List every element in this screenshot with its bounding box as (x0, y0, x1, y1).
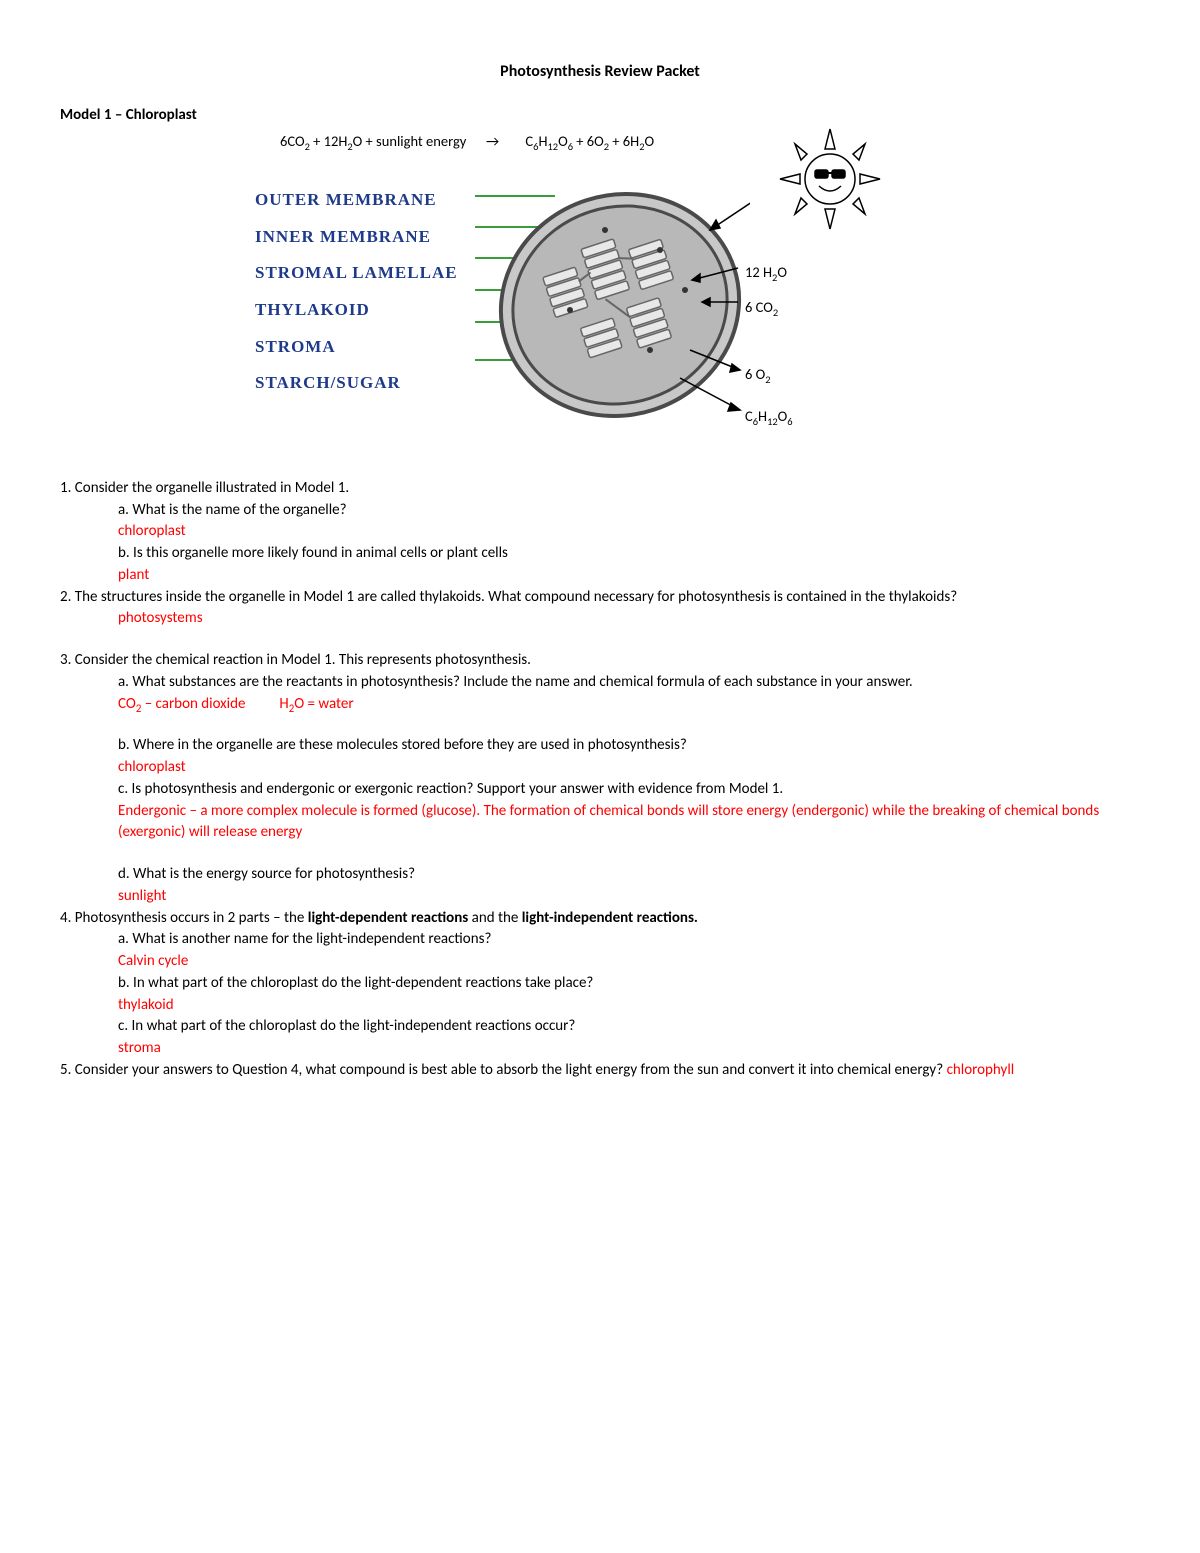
q3c-answer: Endergonic – a more complex molecule is … (118, 801, 1140, 845)
q4b: b. In what part of the chloroplast do th… (118, 973, 1140, 995)
label-thylakoid: THYLAKOID (255, 298, 458, 323)
q5-stem: 5. Consider your answers to Question 4, … (60, 1060, 1140, 1082)
photosynthesis-equation: 6CO2 + 12H2O + sunlight energy → C6H12O6… (280, 131, 1140, 152)
label-stromal-lamellae: STROMAL LAMELLAE (255, 261, 458, 286)
page-title: Photosynthesis Review Packet (60, 60, 1140, 83)
label-stroma: STROMA (255, 335, 458, 360)
q1b: b. Is this organelle more likely found i… (118, 543, 1140, 565)
worksheet-page: Photosynthesis Review Packet Model 1 – C… (0, 0, 1200, 1553)
q3-stem: 3. Consider the chemical reaction in Mod… (60, 650, 1140, 672)
q3d-answer: sunlight (118, 886, 1140, 908)
q2-answer: photosystems (118, 608, 1140, 630)
label-inner-membrane: INNER MEMBRANE (255, 225, 458, 250)
io-co2: 6 CO2 (745, 297, 778, 318)
model-heading: Model 1 – Chloroplast (60, 105, 1140, 127)
sun-icon (775, 124, 885, 234)
question-1: 1. Consider the organelle illustrated in… (60, 478, 1140, 587)
q4-stem: 4. Photosynthesis occurs in 2 parts – th… (60, 908, 1140, 930)
q4c-answer: stroma (118, 1038, 1140, 1060)
q4a-answer: Calvin cycle (118, 951, 1140, 973)
question-5: 5. Consider your answers to Question 4, … (60, 1060, 1140, 1082)
question-2: 2. The structures inside the organelle i… (60, 587, 1140, 631)
q1a: a. What is the name of the organelle? (118, 500, 1140, 522)
q4a: a. What is another name for the light-in… (118, 929, 1140, 951)
q3d: d. What is the energy source for photosy… (118, 864, 1140, 886)
q3b-answer: chloroplast (118, 757, 1140, 779)
question-3: 3. Consider the chemical reaction in Mod… (60, 650, 1140, 908)
question-4: 4. Photosynthesis occurs in 2 parts – th… (60, 908, 1140, 1060)
diagram-label-column: OUTER MEMBRANE INNER MEMBRANE STROMAL LA… (255, 188, 458, 408)
q1b-answer: plant (118, 565, 1140, 587)
q4c: c. In what part of the chloroplast do th… (118, 1016, 1140, 1038)
label-starch-sugar: STARCH/SUGAR (255, 371, 458, 396)
q3c: c. Is photosynthesis and endergonic or e… (118, 779, 1140, 801)
q3a: a. What substances are the reactants in … (118, 672, 1140, 694)
io-water: 12 H2O (745, 262, 787, 283)
q3b: b. Where in the organelle are these mole… (118, 735, 1140, 757)
q2-stem: 2. The structures inside the organelle i… (60, 587, 1140, 609)
q1-stem: 1. Consider the organelle illustrated in… (60, 478, 1140, 500)
chloroplast-diagram: OUTER MEMBRANE INNER MEMBRANE STROMAL LA… (60, 160, 1140, 460)
io-glucose: C6H12O6 (745, 406, 793, 427)
label-outer-membrane: OUTER MEMBRANE (255, 188, 458, 213)
q1a-answer: chloroplast (118, 521, 1140, 543)
io-o2: 6 O2 (745, 364, 771, 385)
chloroplast-svg (460, 160, 750, 450)
q3a-answer: CO2 – carbon dioxide H2O = water (118, 694, 1140, 716)
q5-answer: chlorophyll (947, 1061, 1015, 1079)
q4b-answer: thylakoid (118, 995, 1140, 1017)
